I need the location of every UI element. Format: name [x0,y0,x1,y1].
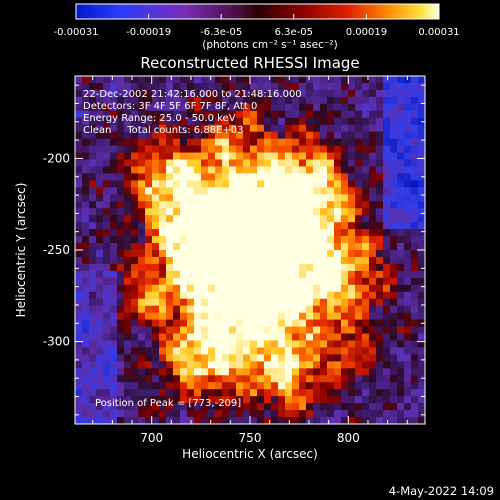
colorbar-tick-label: 0.00031 [418,27,459,38]
y-axis: -200 -250 -300 [43,84,425,416]
y-axis-label: Heliocentric Y (arcsec) [14,183,28,318]
y-tick-label: -200 [43,151,70,165]
x-axis-label: Heliocentric X (arcsec) [182,447,318,461]
colorbar-tick-label: -6.3e-05 [200,27,242,38]
footer-date: 4-May-2022 14:09 [389,484,494,498]
heatmap-image [75,76,425,424]
annotation-time: 22-Dec-2002 21:42:16.000 to 21:48:16.000 [83,89,302,100]
x-tick-label: 750 [239,431,262,445]
colorbar-tick-label: -0.00031 [54,27,99,38]
colorbar-ticks: -0.00031 -0.00019 -6.3e-05 6.3e-05 0.00019 0.… [54,14,460,38]
colorbar-tick-label: 6.3e-05 [275,27,313,38]
colorbar-unit-label: (photons cm⁻² s⁻¹ asec⁻²) [202,39,337,51]
x-tick-label: 800 [337,431,360,445]
chart-title: Reconstructed RHESSI Image [140,54,359,72]
x-axis: 700 750 800 [92,76,408,445]
y-tick-label: -250 [43,243,70,257]
annotation-energy: Energy Range: 25.0 - 50.0 keV [83,113,236,124]
colorbar-tick-label: -0.00019 [126,27,171,38]
x-tick-label: 700 [140,431,163,445]
annotation-peak: Position of Peak = [773,-209] [95,398,241,409]
colorbar [75,3,440,20]
colorbar-tick-label: 0.00019 [346,27,387,38]
annotation-detectors: Detectors: 3F 4F 5F 6F 7F 8F, Att 0 [83,101,257,112]
annotation-clean: Clean Total counts: 6.88E+03 [83,125,243,136]
y-tick-label: -300 [43,335,70,349]
